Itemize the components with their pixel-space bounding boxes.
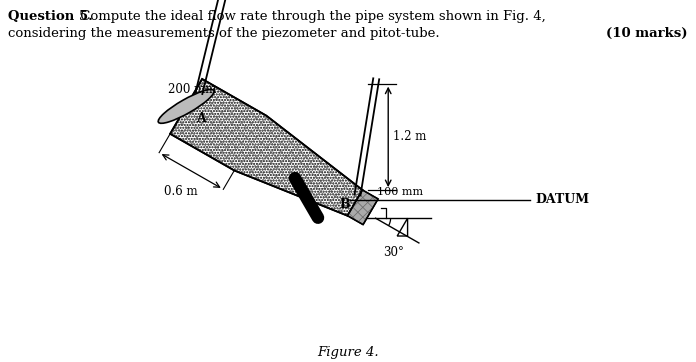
Polygon shape <box>347 190 378 225</box>
Text: Figure 4.: Figure 4. <box>317 346 379 359</box>
Text: 30°: 30° <box>383 246 404 259</box>
Text: A: A <box>196 112 206 125</box>
Polygon shape <box>347 190 378 225</box>
Polygon shape <box>170 79 363 216</box>
Text: Question 5.: Question 5. <box>8 10 93 23</box>
Polygon shape <box>170 79 363 216</box>
Text: considering the measurements of the piezometer and pitot-tube.: considering the measurements of the piez… <box>8 27 440 40</box>
Ellipse shape <box>158 89 214 123</box>
Polygon shape <box>347 190 378 225</box>
Text: 1.2 m: 1.2 m <box>393 130 427 143</box>
Text: (10 marks): (10 marks) <box>606 27 688 40</box>
Polygon shape <box>347 190 378 225</box>
Text: 0.6 m: 0.6 m <box>164 185 198 198</box>
Text: 100 mm: 100 mm <box>377 187 423 197</box>
Text: 200 mm: 200 mm <box>168 84 216 97</box>
Text: DATUM: DATUM <box>535 193 589 206</box>
Polygon shape <box>170 79 363 216</box>
Polygon shape <box>170 79 363 216</box>
Text: Compute the ideal flow rate through the pipe system shown in Fig. 4,: Compute the ideal flow rate through the … <box>76 10 546 23</box>
Text: B: B <box>340 198 350 211</box>
